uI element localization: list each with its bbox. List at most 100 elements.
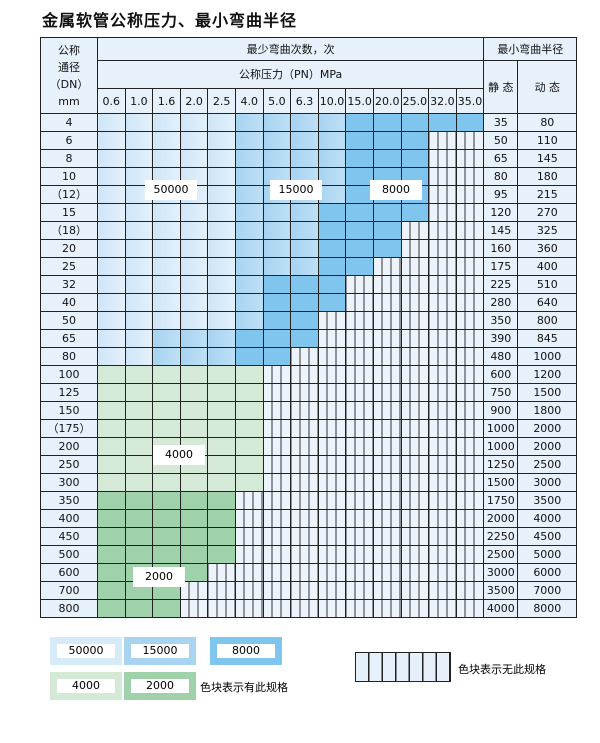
no-spec-cell [455,419,485,438]
table-row: 20 160 360 [40,239,578,258]
static-radius-cell: 65 [483,149,519,168]
spec-cell-8000 [345,113,374,132]
spec-cell-50000 [152,203,181,222]
spec-cell-50000 [97,113,126,132]
spec-cell-2000 [124,527,154,546]
no-spec-cell [345,329,374,348]
no-spec-cell [372,509,402,528]
dynamic-radius-cell: 2000 [517,437,578,456]
spec-cell-15000 [234,167,264,186]
spec-cell-50000 [124,347,154,366]
static-header: 静 态 [483,60,519,114]
dn-cell: 4 [40,113,98,132]
spec-cell-15000 [234,185,264,204]
pressure-col-header: 6.3 [290,88,319,114]
no-spec-cell [455,275,485,294]
spec-cell-2000 [124,491,154,510]
spec-cell-2000 [179,545,209,564]
spec-cell-8000 [234,347,264,366]
spec-cell-4000 [152,419,181,438]
no-spec-cell [372,257,402,276]
spec-cell-8000 [234,329,264,348]
pressure-col-header: 0.6 [97,88,126,114]
static-radius-cell: 1000 [483,419,519,438]
spec-cell-50000 [179,257,209,276]
dynamic-radius-cell: 110 [517,131,578,150]
spec-cell-2000 [97,563,126,582]
spec-cell-4000 [207,473,236,492]
no-spec-cell [372,329,402,348]
spec-cell-15000 [262,239,292,258]
dn-header-line: mm [58,94,80,108]
spec-table-wrap: 公称 通径 （DN） mm 最少弯曲次数，次 最小弯曲半径 公称压力（PN）MP… [40,37,578,618]
no-spec-cell [428,527,457,546]
spec-cell-8000 [455,113,485,132]
pressure-col-header: 20.0 [372,88,402,114]
no-spec-cell [317,581,347,600]
spec-cell-4000 [97,473,126,492]
no-spec-cell [372,491,402,510]
table-row: 150 900 1800 [40,401,578,420]
no-spec-cell [372,275,402,294]
no-spec-cell [345,347,374,366]
spec-cell-8000 [372,131,402,150]
dn-cell: 150 [40,401,98,420]
no-spec-cell [290,509,319,528]
dn-cell: 600 [40,563,98,582]
no-spec-cell [317,563,347,582]
table-row: 40 280 640 [40,293,578,312]
static-radius-cell: 750 [483,383,519,402]
spec-cell-8000 [317,203,347,222]
pressure-col-header: 1.0 [124,88,154,114]
spec-cell-8000 [372,239,402,258]
static-radius-cell: 3500 [483,581,519,600]
no-spec-cell [345,419,374,438]
pressure-col-header: 2.0 [179,88,209,114]
spec-cell-50000 [124,257,154,276]
no-spec-cell [455,527,485,546]
no-spec-cell [428,599,457,618]
spec-cell-4000 [97,455,126,474]
table-row: 32 225 510 [40,275,578,294]
dn-cell: 50 [40,311,98,330]
no-spec-cell [428,311,457,330]
spec-cell-50000 [207,185,236,204]
dn-cell: 20 [40,239,98,258]
spec-cell-4000 [179,365,209,384]
dynamic-radius-cell: 400 [517,257,578,276]
static-radius-cell: 4000 [483,599,519,618]
legend-hatch-swatch [355,652,451,682]
spec-cell-8000 [345,131,374,150]
no-spec-cell [428,239,457,258]
spec-cell-50000 [207,275,236,294]
no-spec-cell [400,527,430,546]
spec-cell-2000 [207,509,236,528]
spec-cell-4000 [234,419,264,438]
no-spec-cell [179,599,209,618]
region-label-2000: 2000 [133,567,185,587]
spec-cell-50000 [97,347,126,366]
spec-cell-50000 [124,131,154,150]
no-spec-cell [455,473,485,492]
no-spec-cell [262,563,292,582]
table-row: 700 3500 7000 [40,581,578,600]
spec-cell-8000 [290,329,319,348]
spec-cell-8000 [345,257,374,276]
dn-cell: 400 [40,509,98,528]
no-spec-cell [290,599,319,618]
table-row: 600 3000 6000 [40,563,578,582]
no-spec-cell [455,509,485,528]
dynamic-radius-cell: 4500 [517,527,578,546]
radius-header: 最小弯曲半径 [483,37,578,61]
static-radius-cell: 35 [483,113,519,132]
spec-cell-8000 [372,221,402,240]
static-radius-cell: 2000 [483,509,519,528]
no-spec-cell [400,383,430,402]
spec-cell-15000 [290,149,319,168]
spec-cell-50000 [207,257,236,276]
table-row: （175） 1000 2000 [40,419,578,438]
spec-cell-2000 [179,509,209,528]
spec-cell-50000 [97,311,126,330]
no-spec-cell [400,329,430,348]
no-spec-cell [428,383,457,402]
